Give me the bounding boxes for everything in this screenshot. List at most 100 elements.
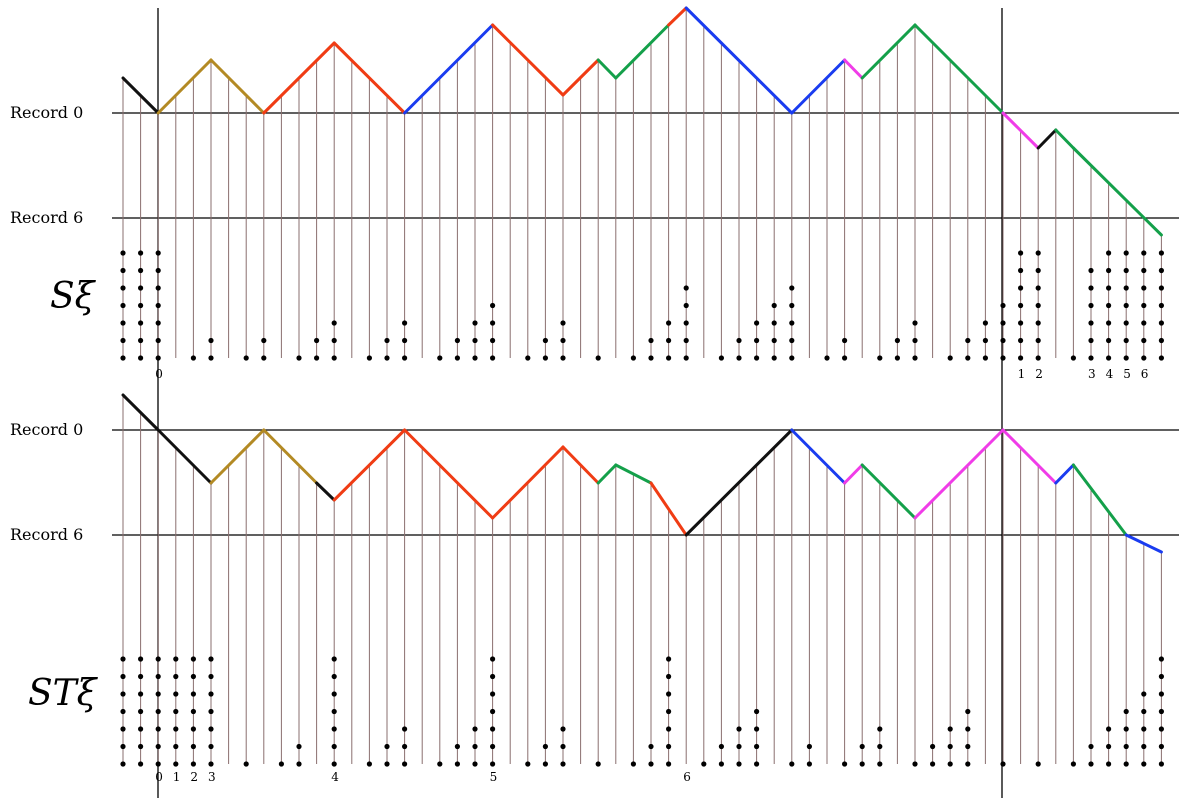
- path-segment-top: [121, 76, 160, 115]
- dot-top: [314, 355, 320, 361]
- path-segment-bottom: [649, 481, 688, 537]
- record-0-label-bottom: Record 0: [10, 420, 83, 439]
- dot-bottom: [666, 726, 672, 732]
- dot-top: [331, 355, 337, 361]
- tick-label-bottom: 3: [208, 770, 216, 784]
- dot-bottom: [173, 673, 179, 680]
- dot-bottom: [190, 691, 196, 697]
- dot-top: [472, 355, 478, 361]
- dot-top: [771, 302, 777, 309]
- tick-label-bottom: 6: [683, 770, 691, 784]
- dot-bottom: [384, 761, 390, 767]
- dot-top: [261, 355, 267, 361]
- dot-top: [1141, 355, 1147, 361]
- dot-bottom: [1158, 691, 1164, 697]
- dot-bottom: [1158, 656, 1164, 662]
- dot-top: [683, 355, 689, 361]
- dot-bottom: [595, 761, 601, 767]
- dot-bottom: [877, 726, 883, 732]
- dot-top: [120, 355, 126, 361]
- dot-bottom: [789, 761, 795, 767]
- dot-bottom: [366, 761, 372, 767]
- dot-bottom: [542, 743, 549, 750]
- dot-bottom: [490, 743, 496, 750]
- dot-bottom: [120, 691, 126, 697]
- path-segment-top: [614, 23, 671, 80]
- dot-top: [138, 355, 144, 361]
- path-segment-top: [1054, 128, 1075, 150]
- dot-bottom: [754, 708, 760, 715]
- dot-bottom: [437, 761, 443, 767]
- dot-bottom: [1123, 726, 1129, 732]
- dot-top: [648, 355, 654, 361]
- dot-bottom: [155, 708, 161, 715]
- dot-top: [560, 355, 566, 361]
- dot-top: [243, 355, 249, 361]
- dot-bottom: [1123, 761, 1129, 767]
- record-0-label-top: Record 0: [10, 103, 83, 122]
- dot-top: [155, 355, 161, 361]
- dot-bottom: [173, 761, 179, 767]
- dot-top: [402, 320, 408, 326]
- tick-label-top: 6: [1141, 367, 1149, 381]
- dot-bottom: [1123, 743, 1129, 750]
- dot-top: [1123, 250, 1129, 256]
- dot-bottom: [155, 691, 161, 697]
- dot-top: [1158, 337, 1164, 344]
- dot-bottom: [138, 743, 144, 750]
- dot-bottom: [120, 656, 126, 662]
- dot-top: [472, 337, 478, 344]
- dot-bottom: [965, 743, 971, 750]
- tick-label-top: 5: [1123, 367, 1131, 381]
- dot-bottom: [560, 743, 566, 750]
- dot-top: [789, 337, 795, 344]
- dot-top: [1158, 267, 1164, 274]
- dot-top: [982, 355, 989, 361]
- dot-bottom: [1088, 743, 1094, 750]
- dot-bottom: [490, 656, 496, 662]
- dot-bottom: [1106, 726, 1112, 732]
- dot-bottom: [718, 761, 725, 767]
- tick-label-top: 0: [155, 367, 163, 381]
- dot-bottom: [138, 708, 144, 715]
- dot-bottom: [402, 726, 408, 732]
- dot-top: [1000, 337, 1006, 344]
- dot-top: [1070, 355, 1076, 361]
- dot-bottom: [173, 743, 179, 750]
- path-segment-bottom: [1054, 463, 1075, 485]
- dot-top: [1106, 320, 1112, 326]
- dot-top: [965, 355, 971, 361]
- dot-bottom: [120, 726, 126, 732]
- dot-bottom: [1106, 743, 1112, 750]
- path-segment-top: [156, 58, 213, 115]
- path-segment-bottom: [332, 428, 407, 502]
- dot-top: [630, 355, 637, 361]
- dot-top: [789, 285, 795, 291]
- dot-top: [1141, 285, 1147, 291]
- dot-bottom: [472, 726, 478, 732]
- path-segment-top: [209, 58, 266, 115]
- dot-bottom: [472, 743, 478, 750]
- path-segment-bottom: [403, 428, 495, 520]
- dot-top: [1106, 250, 1112, 256]
- dot-bottom: [190, 726, 196, 732]
- dot-bottom: [842, 761, 848, 767]
- dot-bottom: [296, 761, 302, 767]
- dot-bottom: [1070, 761, 1076, 767]
- dot-top: [1035, 267, 1041, 274]
- dot-bottom: [1158, 726, 1164, 732]
- dot-bottom: [490, 761, 496, 767]
- dot-bottom: [331, 726, 337, 732]
- path-segment-bottom: [1001, 428, 1058, 485]
- dot-top: [120, 302, 126, 309]
- dot-bottom: [190, 708, 196, 715]
- dot-bottom: [454, 743, 460, 750]
- path-segment-bottom: [843, 463, 864, 485]
- dot-bottom: [806, 743, 813, 750]
- dot-bottom: [190, 673, 196, 680]
- dot-top: [261, 337, 267, 344]
- dot-bottom: [1141, 691, 1147, 697]
- dot-top: [648, 337, 654, 344]
- dot-top: [208, 355, 214, 361]
